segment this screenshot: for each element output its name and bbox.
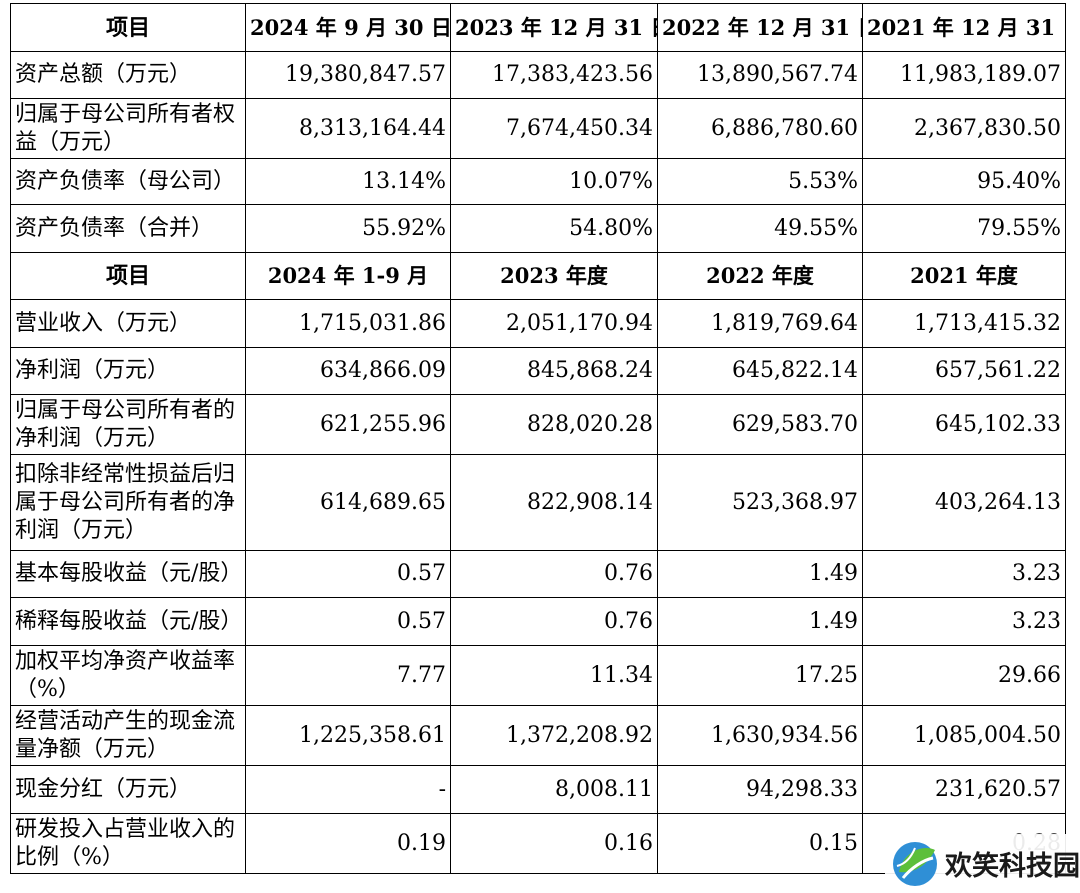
value-cell: 55.92% <box>245 204 451 253</box>
header-cell: 2023 年度 <box>450 252 658 300</box>
value-cell: 13,890,567.74 <box>657 51 863 99</box>
value-cell: 17.25 <box>657 645 863 706</box>
value-cell: 403,264.13 <box>862 454 1066 551</box>
value-cell: 11,983,189.07 <box>862 51 1066 99</box>
table-row: 净利润（万元） 634,866.09 845,868.24 645,822.14… <box>10 347 1066 395</box>
watermark-text: 欢笑科技园 <box>945 851 1080 882</box>
value-cell: 17,383,423.56 <box>450 51 658 99</box>
value-cell: 54.80% <box>450 204 658 253</box>
value-cell: 828,020.28 <box>450 394 658 455</box>
header-cell: 项目 <box>10 3 246 52</box>
row-label: 研发投入占营业收入的比例（%） <box>10 813 246 874</box>
header-cell: 项目 <box>10 252 246 300</box>
income-header-row: 项目 2024 年 1-9 月 2023 年度 2022 年度 2021 年度 <box>10 252 1066 300</box>
value-cell: 634,866.09 <box>245 347 451 395</box>
watermark: 欢笑科技园 <box>885 834 1080 893</box>
table-row: 资产负债率（母公司） 13.14% 10.07% 5.53% 95.40% <box>10 158 1066 205</box>
header-cell: 2024 年 1-9 月 <box>245 252 451 300</box>
value-cell: 95.40% <box>862 158 1066 205</box>
value-cell: 7,674,450.34 <box>450 98 658 159</box>
value-cell: 0.19 <box>245 813 451 874</box>
table-row: 扣除非经常性损益后归属于母公司所有者的净利润（万元） 614,689.65 82… <box>10 454 1066 551</box>
value-cell: 523,368.97 <box>657 454 863 551</box>
value-cell: 629,583.70 <box>657 394 863 455</box>
row-label: 扣除非经常性损益后归属于母公司所有者的净利润（万元） <box>10 454 246 551</box>
header-cell: 2023 年 12 月 31 日 <box>450 3 658 52</box>
value-cell: 29.66 <box>862 645 1066 706</box>
value-cell: 1,085,004.50 <box>862 705 1066 766</box>
value-cell: 2,367,830.50 <box>862 98 1066 159</box>
balance-header-row: 项目 2024 年 9 月 30 日 2023 年 12 月 31 日 2022… <box>10 3 1066 52</box>
value-cell: 1.49 <box>657 550 863 598</box>
value-cell: 8,008.11 <box>450 765 658 814</box>
value-cell: 7.77 <box>245 645 451 706</box>
value-cell: 1.49 <box>657 597 863 646</box>
value-cell: 13.14% <box>245 158 451 205</box>
value-cell: 231,620.57 <box>862 765 1066 814</box>
row-label: 经营活动产生的现金流量净额（万元） <box>10 705 246 766</box>
value-cell: 1,630,934.56 <box>657 705 863 766</box>
value-cell: 19,380,847.57 <box>245 51 451 99</box>
value-cell: 657,561.22 <box>862 347 1066 395</box>
value-cell: 0.16 <box>450 813 658 874</box>
row-label: 现金分红（万元） <box>10 765 246 814</box>
table-row: 资产总额（万元） 19,380,847.57 17,383,423.56 13,… <box>10 51 1066 99</box>
value-cell: 621,255.96 <box>245 394 451 455</box>
header-cell: 2022 年 12 月 31 日 <box>657 3 863 52</box>
value-cell: 845,868.24 <box>450 347 658 395</box>
table-row: 归属于母公司所有者权益（万元） 8,313,164.44 7,674,450.3… <box>10 98 1066 159</box>
table-row: 稀释每股收益（元/股） 0.57 0.76 1.49 3.23 <box>10 597 1066 646</box>
header-cell: 2022 年度 <box>657 252 863 300</box>
row-label: 营业收入（万元） <box>10 299 246 348</box>
row-label: 资产负债率（合并） <box>10 204 246 253</box>
row-label: 基本每股收益（元/股） <box>10 550 246 598</box>
value-cell: - <box>245 765 451 814</box>
table-row: 归属于母公司所有者的净利润（万元） 621,255.96 828,020.28 … <box>10 394 1066 455</box>
value-cell: 6,886,780.60 <box>657 98 863 159</box>
value-cell: 1,713,415.32 <box>862 299 1066 348</box>
value-cell: 0.57 <box>245 550 451 598</box>
value-cell: 94,298.33 <box>657 765 863 814</box>
header-cell: 2021 年度 <box>862 252 1066 300</box>
row-label: 净利润（万元） <box>10 347 246 395</box>
row-label: 归属于母公司所有者权益（万元） <box>10 98 246 159</box>
value-cell: 0.57 <box>245 597 451 646</box>
leaf-globe-logo-icon <box>893 841 937 886</box>
row-label: 资产总额（万元） <box>10 51 246 99</box>
financial-data-table: 项目 2024 年 9 月 30 日 2023 年 12 月 31 日 2022… <box>10 3 1066 874</box>
value-cell: 1,715,031.86 <box>245 299 451 348</box>
table-row: 加权平均净资产收益率（%） 7.77 11.34 17.25 29.66 <box>10 645 1066 706</box>
value-cell: 614,689.65 <box>245 454 451 551</box>
value-cell: 10.07% <box>450 158 658 205</box>
value-cell: 5.53% <box>657 158 863 205</box>
header-cell: 2021 年 12 月 31 日 <box>862 3 1066 52</box>
value-cell: 49.55% <box>657 204 863 253</box>
value-cell: 2,051,170.94 <box>450 299 658 348</box>
table-row: 资产负债率（合并） 55.92% 54.80% 49.55% 79.55% <box>10 204 1066 253</box>
value-cell: 645,822.14 <box>657 347 863 395</box>
value-cell: 645,102.33 <box>862 394 1066 455</box>
row-label: 稀释每股收益（元/股） <box>10 597 246 646</box>
value-cell: 0.15 <box>657 813 863 874</box>
row-label: 加权平均净资产收益率（%） <box>10 645 246 706</box>
value-cell: 1,225,358.61 <box>245 705 451 766</box>
value-cell: 0.76 <box>450 550 658 598</box>
value-cell: 1,819,769.64 <box>657 299 863 348</box>
value-cell: 8,313,164.44 <box>245 98 451 159</box>
table-row: 营业收入（万元） 1,715,031.86 2,051,170.94 1,819… <box>10 299 1066 348</box>
value-cell: 1,372,208.92 <box>450 705 658 766</box>
table-row: 基本每股收益（元/股） 0.57 0.76 1.49 3.23 <box>10 550 1066 598</box>
row-label: 资产负债率（母公司） <box>10 158 246 205</box>
value-cell: 3.23 <box>862 597 1066 646</box>
value-cell: 822,908.14 <box>450 454 658 551</box>
value-cell: 79.55% <box>862 204 1066 253</box>
value-cell: 11.34 <box>450 645 658 706</box>
table-row: 现金分红（万元） - 8,008.11 94,298.33 231,620.57 <box>10 765 1066 814</box>
header-cell: 2024 年 9 月 30 日 <box>245 3 451 52</box>
table-row: 研发投入占营业收入的比例（%） 0.19 0.16 0.15 0.28 <box>10 813 1066 874</box>
value-cell: 3.23 <box>862 550 1066 598</box>
row-label: 归属于母公司所有者的净利润（万元） <box>10 394 246 455</box>
table-row: 经营活动产生的现金流量净额（万元） 1,225,358.61 1,372,208… <box>10 705 1066 766</box>
value-cell: 0.76 <box>450 597 658 646</box>
